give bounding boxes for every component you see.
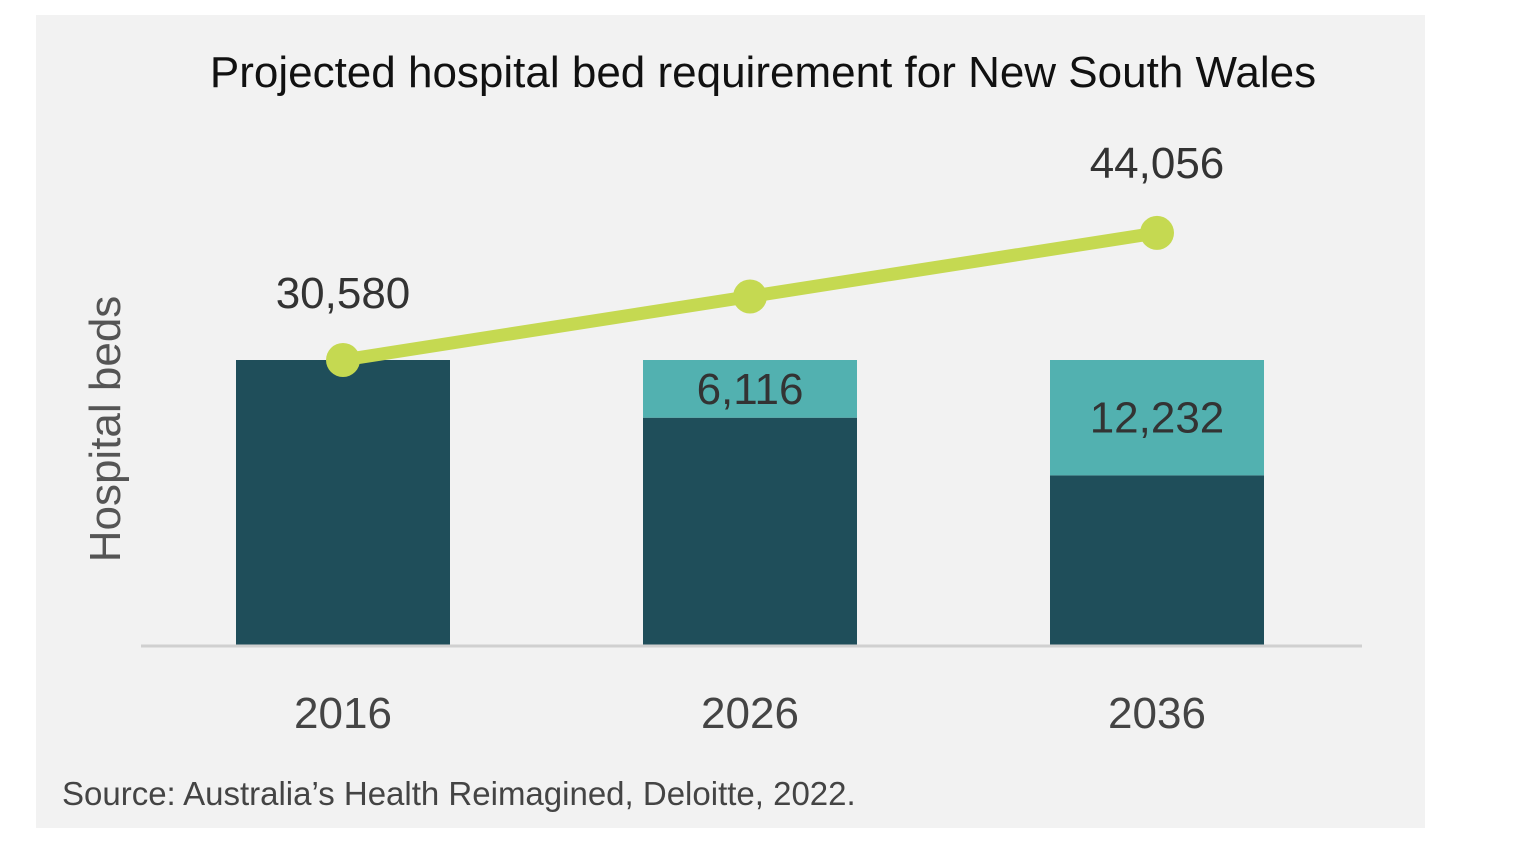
trend-line-group	[326, 215, 1174, 377]
x-tick-group: 2016 2026 2036	[294, 689, 1206, 738]
trend-point-2016	[326, 343, 360, 377]
value-label-group: 30,580 44,056 6,116 12,232	[276, 139, 1225, 443]
bar-base-2016	[236, 360, 450, 645]
chart-panel: Projected hospital bed requirement for N…	[36, 15, 1425, 828]
x-tick-2036: 2036	[1108, 689, 1206, 738]
bar-base-2026	[643, 417, 857, 645]
line-label-2036: 44,056	[1090, 139, 1225, 188]
increase-label-2036: 12,232	[1090, 394, 1225, 443]
increase-label-2026: 6,116	[697, 365, 804, 414]
x-tick-2026: 2026	[701, 689, 799, 738]
trend-point-2036	[1140, 215, 1174, 250]
bar-increase-2036	[1050, 360, 1264, 476]
x-tick-2016: 2016	[294, 689, 392, 738]
chart-title: Projected hospital bed requirement for N…	[210, 48, 1316, 97]
trend-point-2026	[733, 279, 767, 314]
line-label-2016: 30,580	[276, 269, 411, 318]
bar-increase-2026	[643, 360, 857, 418]
bar-group	[236, 360, 1264, 645]
bed-requirement-chart: Projected hospital bed requirement for N…	[62, 48, 1362, 812]
y-axis-title: Hospital beds	[81, 296, 130, 563]
source-note: Source: Australia’s Health Reimagined, D…	[62, 775, 856, 812]
bar-base-2036	[1050, 475, 1264, 645]
